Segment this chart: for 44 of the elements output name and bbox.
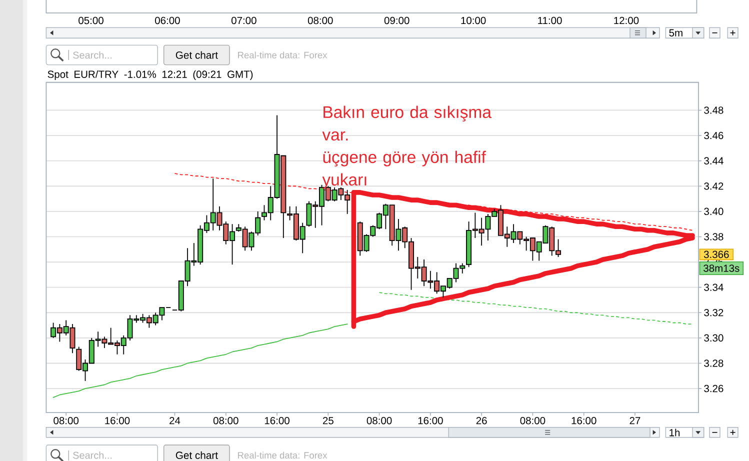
x-tick-label: 16:00 [105,416,130,424]
x-tick-label: 08:00 [54,416,79,424]
x-tick-label: 16:00 [418,416,443,424]
y-tick-label: 3.28 [704,360,724,367]
text: 10:00 [461,16,486,24]
x-tick-label: 16:00 [572,416,596,424]
text: Get chart [176,451,218,459]
y-tick-label: 3.30 [704,334,724,342]
text: 1h [670,428,680,436]
text: 5m [669,29,682,36]
annotation: Bakın euro da sıkışma var. [322,106,492,141]
text: Real-time data: Forex [238,452,328,459]
x-tick-label: 08:00 [366,416,392,424]
text: 08:00 [308,16,333,24]
chart-title: Spot EUR/TRY -1.01% 12:21 (09:21 GMT) [48,70,253,80]
y-tick-label: 3.34 [704,284,724,291]
y-tick-label: 3.40 [704,208,724,216]
annotation: 3.366 [704,250,729,258]
text: 38m13s [704,264,740,272]
text: 05:00 [78,16,104,24]
y-tick-label: 3.32 [704,309,724,316]
text: 11:00 [538,16,562,24]
x-tick-label: 08:00 [520,416,546,424]
y-tick-label: 3.26 [704,384,724,392]
x-tick-label: 27 [630,416,640,424]
x-tick-label: 16:00 [264,416,290,424]
x-tick-label: 26 [476,416,487,424]
text: Get chart [176,51,218,59]
y-tick-label: 3.48 [704,106,724,114]
text: 07:00 [231,16,256,24]
y-tick-label: 3.42 [704,182,724,190]
text: Real-time data: Forex [238,52,328,58]
text: 06:00 [155,16,180,24]
text: 12:00 [614,16,639,24]
x-tick-label: 25 [322,416,334,424]
text: Search... [73,452,112,459]
y-tick-label: 3.46 [704,132,724,140]
x-tick-label: 08:00 [213,416,238,424]
text: 09:00 [384,16,410,24]
text: Search... [73,51,112,59]
y-tick-label: 3.44 [704,157,724,164]
annotation: üçgene göre yön hafif yukarı [322,150,486,189]
y-tick-label: 3.38 [704,233,724,240]
x-tick-label: 24 [170,416,180,424]
